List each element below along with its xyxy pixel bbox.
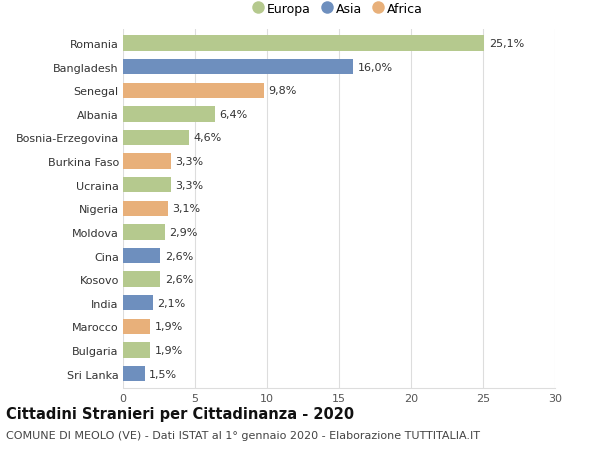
Text: 3,3%: 3,3%: [175, 157, 203, 167]
Text: 2,1%: 2,1%: [158, 298, 186, 308]
Text: 2,6%: 2,6%: [165, 251, 193, 261]
Text: 1,9%: 1,9%: [155, 345, 183, 355]
Bar: [123, 296, 153, 311]
Text: Cittadini Stranieri per Cittadinanza - 2020: Cittadini Stranieri per Cittadinanza - 2…: [6, 406, 354, 421]
Text: 25,1%: 25,1%: [489, 39, 524, 49]
Text: 4,6%: 4,6%: [194, 133, 222, 143]
Text: 1,9%: 1,9%: [155, 322, 183, 331]
Bar: [123, 36, 484, 51]
Bar: [123, 154, 170, 169]
Bar: [123, 272, 160, 287]
Bar: [123, 84, 264, 99]
Text: 3,3%: 3,3%: [175, 180, 203, 190]
Text: 16,0%: 16,0%: [358, 62, 393, 73]
Text: 6,4%: 6,4%: [220, 110, 248, 120]
Bar: [123, 60, 353, 75]
Bar: [123, 248, 160, 263]
Bar: [123, 130, 189, 146]
Bar: [123, 225, 165, 240]
Text: 2,9%: 2,9%: [169, 227, 197, 237]
Text: 1,5%: 1,5%: [149, 369, 177, 379]
Bar: [123, 342, 151, 358]
Bar: [123, 107, 215, 122]
Text: 9,8%: 9,8%: [268, 86, 297, 96]
Bar: [123, 319, 151, 334]
Bar: [123, 366, 145, 381]
Bar: [123, 178, 170, 193]
Text: 3,1%: 3,1%: [172, 204, 200, 214]
Legend: Europa, Asia, Africa: Europa, Asia, Africa: [251, 0, 427, 20]
Text: COMUNE DI MEOLO (VE) - Dati ISTAT al 1° gennaio 2020 - Elaborazione TUTTITALIA.I: COMUNE DI MEOLO (VE) - Dati ISTAT al 1° …: [6, 431, 480, 441]
Text: 2,6%: 2,6%: [165, 274, 193, 285]
Bar: [123, 201, 167, 217]
